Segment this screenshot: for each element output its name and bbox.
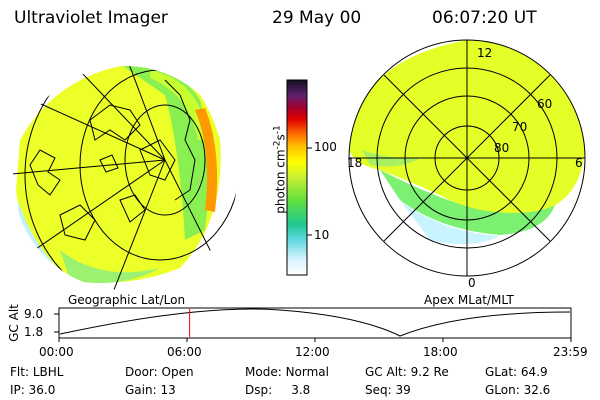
apex-polar-plot: [348, 39, 586, 277]
altitude-timeline: [54, 307, 572, 342]
mlt-label-6: 6: [575, 156, 583, 170]
timeline-xtick: 00:00: [39, 345, 74, 359]
timeline-ytick-1-8: 1.8: [24, 325, 44, 339]
timeline-xtick: 12:00: [295, 345, 330, 359]
param-ip: IP: 36.0: [10, 383, 56, 397]
timeline-xtick: 06:00: [167, 345, 202, 359]
param-glon: GLon: 32.6: [485, 383, 551, 397]
param-dsp: Dsp: 3.8: [245, 383, 311, 397]
colorbar-label: photon cm-2s-1: [272, 125, 288, 214]
param-gain: Gain: 13: [125, 383, 176, 397]
right-panel-caption: Apex MLat/MLT: [424, 293, 514, 307]
time-label: 06:07:20 UT: [432, 8, 537, 28]
mlt-label-12: 12: [477, 46, 493, 60]
date-label: 29 May 00: [272, 8, 362, 28]
timeline-ytick-9: 9.0: [24, 307, 44, 321]
app-title: Ultraviolet Imager: [14, 8, 168, 28]
param-gc-alt: GC Alt: 9.2 Re: [365, 365, 449, 379]
param-filter: Flt: LBHL: [10, 365, 64, 379]
param-mode: Mode: Normal: [245, 365, 329, 379]
mlt-label-0: 0: [468, 276, 476, 290]
timeline-ylabel: GC Alt: [7, 304, 21, 342]
param-door: Door: Open: [125, 365, 194, 379]
intensity-colorbar: [286, 79, 312, 276]
param-glat: GLat: 64.9: [485, 365, 548, 379]
timeline-xtick: 23:59: [553, 345, 588, 359]
left-panel-caption: Geographic Lat/Lon: [68, 293, 186, 307]
timeline-xtick: 18:00: [423, 345, 458, 359]
mlat-label-80: 80: [494, 141, 510, 155]
colorbar-tick-10: 10: [314, 228, 330, 242]
mlt-label-18: 18: [347, 156, 363, 170]
param-seq: Seq: 39: [365, 383, 411, 397]
colorbar-tick-100: 100: [314, 140, 337, 154]
mlat-label-70: 70: [512, 120, 528, 134]
mlat-label-60: 60: [537, 97, 553, 111]
